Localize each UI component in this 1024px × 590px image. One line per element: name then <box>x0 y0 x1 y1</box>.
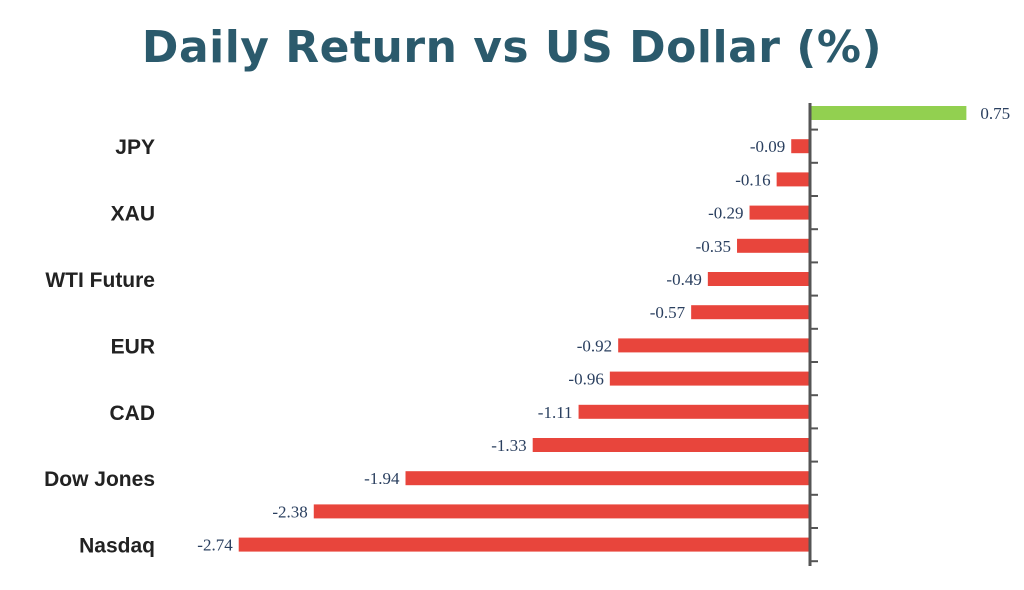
category-label: WTI Future <box>45 269 155 292</box>
bar <box>238 537 810 552</box>
value-label: -1.94 <box>364 469 400 488</box>
value-label: -0.96 <box>568 370 603 389</box>
value-label: -1.33 <box>491 436 526 455</box>
value-label: -0.92 <box>577 336 612 355</box>
value-label: -0.49 <box>666 270 701 289</box>
value-label: -0.16 <box>735 170 770 189</box>
value-label: 0.75 <box>980 104 1010 123</box>
bar <box>749 205 810 220</box>
value-labels: 0.75 -0.09 -0.16 -0.29 -0.35 -0.49 -0.57 -0.92 -… <box>197 104 1010 555</box>
value-label: -0.35 <box>696 237 731 256</box>
bar <box>618 338 810 353</box>
category-label: XAU <box>111 203 155 226</box>
bar <box>791 139 810 154</box>
value-label: -0.29 <box>708 204 743 223</box>
chart-title: Daily Return vs US Dollar (%) <box>141 22 883 73</box>
zero-axis <box>808 103 818 566</box>
bars-layer <box>238 106 967 552</box>
category-label: Dow Jones <box>44 468 155 491</box>
value-label: -2.38 <box>272 502 307 521</box>
value-label: -0.57 <box>650 303 686 322</box>
category-label: EUR <box>111 335 155 358</box>
value-label: -0.09 <box>750 137 785 156</box>
bar <box>609 371 810 386</box>
bar <box>810 106 967 120</box>
bar <box>532 438 810 452</box>
bar <box>691 305 810 320</box>
value-label: -1.11 <box>538 403 573 422</box>
bar <box>405 471 810 486</box>
bar <box>313 504 810 519</box>
bar <box>707 272 810 286</box>
bar <box>776 172 810 187</box>
category-labels: JPY XAU WTI Future EUR CAD Dow Jones Nasdaq <box>44 136 155 557</box>
category-label: JPY <box>115 136 155 159</box>
bar <box>737 238 810 253</box>
category-label: CAD <box>110 402 156 425</box>
value-label: -2.74 <box>197 536 233 555</box>
bar <box>578 404 810 419</box>
category-label: Nasdaq <box>79 535 155 558</box>
